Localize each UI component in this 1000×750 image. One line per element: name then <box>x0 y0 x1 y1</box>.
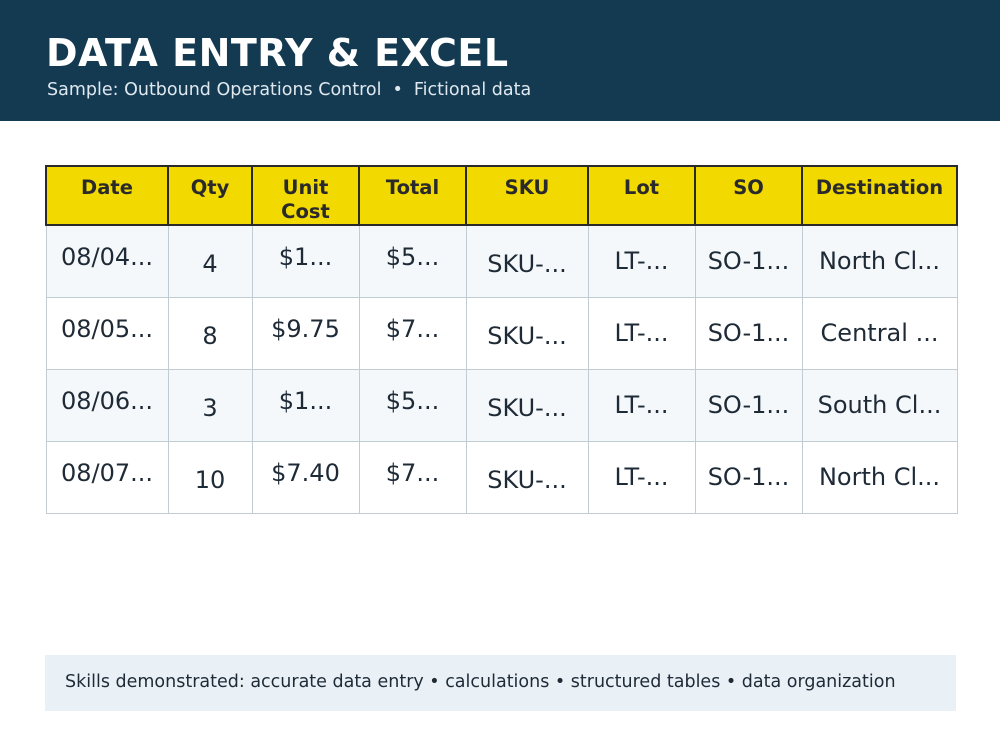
cell-sku-text: SKU-... <box>487 466 567 494</box>
unit-cost-label-line1: Unit <box>282 176 329 199</box>
column-header-lot[interactable]: Lot <box>587 165 696 226</box>
subtitle-separator: • <box>392 80 403 100</box>
cell-qty[interactable]: 3 <box>167 368 253 442</box>
cell-qty-text: 8 <box>202 322 218 350</box>
cell-lot[interactable]: LT-... <box>587 224 696 298</box>
cell-total[interactable]: $7... <box>358 440 467 514</box>
cell-lot-text: LT-... <box>614 319 669 347</box>
cell-lot[interactable]: LT-... <box>587 296 696 370</box>
table-row: 08/05... 8 $9.75 $7... SKU-... LT-... SO… <box>45 296 958 370</box>
cell-qty[interactable]: 4 <box>167 224 253 298</box>
cell-lot-text: LT-... <box>614 463 669 491</box>
cell-unit-cost-text: $1... <box>278 243 333 272</box>
column-header-unit-cost[interactable]: Unit Cost <box>251 165 360 226</box>
cell-unit-cost-text: $9.75 <box>271 315 340 343</box>
cell-sku[interactable]: SKU-... <box>465 296 589 370</box>
cell-qty-text: 4 <box>202 250 218 279</box>
cell-destination-text: Central ... <box>820 319 939 347</box>
skills-footer: Skills demonstrated: accurate data entry… <box>45 655 956 711</box>
cell-destination[interactable]: Central ... <box>801 296 958 370</box>
column-header-date[interactable]: Date <box>45 165 169 226</box>
cell-total-text: $5... <box>385 387 440 415</box>
cell-sku-text: SKU-... <box>487 250 567 279</box>
cell-total-text: $7... <box>385 459 440 487</box>
cell-sku[interactable]: SKU-... <box>465 368 589 442</box>
cell-date[interactable]: 08/05... <box>45 296 169 370</box>
page-title: DATA ENTRY & EXCEL <box>46 31 509 75</box>
cell-so[interactable]: SO-1... <box>694 296 803 370</box>
cell-so[interactable]: SO-1... <box>694 440 803 514</box>
cell-qty-text: 10 <box>194 466 226 494</box>
header-banner: DATA ENTRY & EXCEL Sample: Outbound Oper… <box>0 0 1000 121</box>
cell-sku[interactable]: SKU-... <box>465 224 589 298</box>
cell-so-text: SO-1... <box>707 247 790 276</box>
cell-total-text: $5... <box>385 243 440 272</box>
cell-date[interactable]: 08/06... <box>45 368 169 442</box>
table-header-row: Date Qty Unit Cost Total SKU Lot SO Desti… <box>45 165 958 226</box>
cell-date-text: 08/04... <box>60 243 154 272</box>
cell-total-text: $7... <box>385 315 440 343</box>
column-header-qty[interactable]: Qty <box>167 165 253 226</box>
cell-qty-text: 3 <box>202 394 218 422</box>
cell-unit-cost[interactable]: $7.40 <box>251 440 360 514</box>
cell-date[interactable]: 08/04... <box>45 224 169 298</box>
cell-qty[interactable]: 10 <box>167 440 253 514</box>
subtitle-fictional: Fictional data <box>413 80 532 100</box>
cell-sku-text: SKU-... <box>487 322 567 350</box>
cell-sku-text: SKU-... <box>487 394 567 422</box>
column-header-sku[interactable]: SKU <box>465 165 589 226</box>
cell-destination-text: North Cl... <box>818 247 941 276</box>
cell-so-text: SO-1... <box>707 391 790 419</box>
page-subtitle: Sample: Outbound Operations Control • Fict… <box>47 79 531 101</box>
cell-date-text: 08/07... <box>60 459 154 487</box>
cell-destination-text: North Cl... <box>818 463 941 491</box>
unit-cost-label-line2: Cost <box>281 200 330 223</box>
table-row: 08/06... 3 $1... $5... SKU-... LT-... SO… <box>45 368 958 442</box>
cell-total[interactable]: $5... <box>358 224 467 298</box>
cell-lot-text: LT-... <box>614 391 669 419</box>
cell-lot[interactable]: LT-... <box>587 368 696 442</box>
cell-date-text: 08/05... <box>60 315 154 343</box>
cell-so[interactable]: SO-1... <box>694 368 803 442</box>
skills-text: Skills demonstrated: accurate data entry… <box>65 672 896 692</box>
cell-lot-text: LT-... <box>614 247 669 276</box>
cell-unit-cost[interactable]: $1... <box>251 224 360 298</box>
cell-unit-cost-text: $1... <box>278 387 333 415</box>
cell-so-text: SO-1... <box>707 319 790 347</box>
cell-unit-cost[interactable]: $9.75 <box>251 296 360 370</box>
data-table: Date Qty Unit Cost Total SKU Lot SO Desti… <box>45 165 958 514</box>
cell-unit-cost-text: $7.40 <box>271 459 340 487</box>
cell-destination-text: South Cl... <box>817 391 942 419</box>
column-header-so[interactable]: SO <box>694 165 803 226</box>
cell-destination[interactable]: North Cl... <box>801 224 958 298</box>
cell-unit-cost[interactable]: $1... <box>251 368 360 442</box>
cell-sku[interactable]: SKU-... <box>465 440 589 514</box>
cell-so-text: SO-1... <box>707 463 790 491</box>
subtitle-sample: Sample: Outbound Operations Control <box>47 80 382 100</box>
cell-total[interactable]: $5... <box>358 368 467 442</box>
column-header-destination[interactable]: Destination <box>801 165 958 226</box>
column-header-total[interactable]: Total <box>358 165 467 226</box>
cell-qty[interactable]: 8 <box>167 296 253 370</box>
cell-date[interactable]: 08/07... <box>45 440 169 514</box>
cell-destination[interactable]: South Cl... <box>801 368 958 442</box>
cell-destination[interactable]: North Cl... <box>801 440 958 514</box>
cell-lot[interactable]: LT-... <box>587 440 696 514</box>
cell-so[interactable]: SO-1... <box>694 224 803 298</box>
table-row: 08/04... 4 $1... $5... SKU-... LT-... SO… <box>45 224 958 298</box>
cell-total[interactable]: $7... <box>358 296 467 370</box>
cell-date-text: 08/06... <box>60 387 154 415</box>
table-row: 08/07... 10 $7.40 $7... SKU-... LT-... S… <box>45 440 958 514</box>
